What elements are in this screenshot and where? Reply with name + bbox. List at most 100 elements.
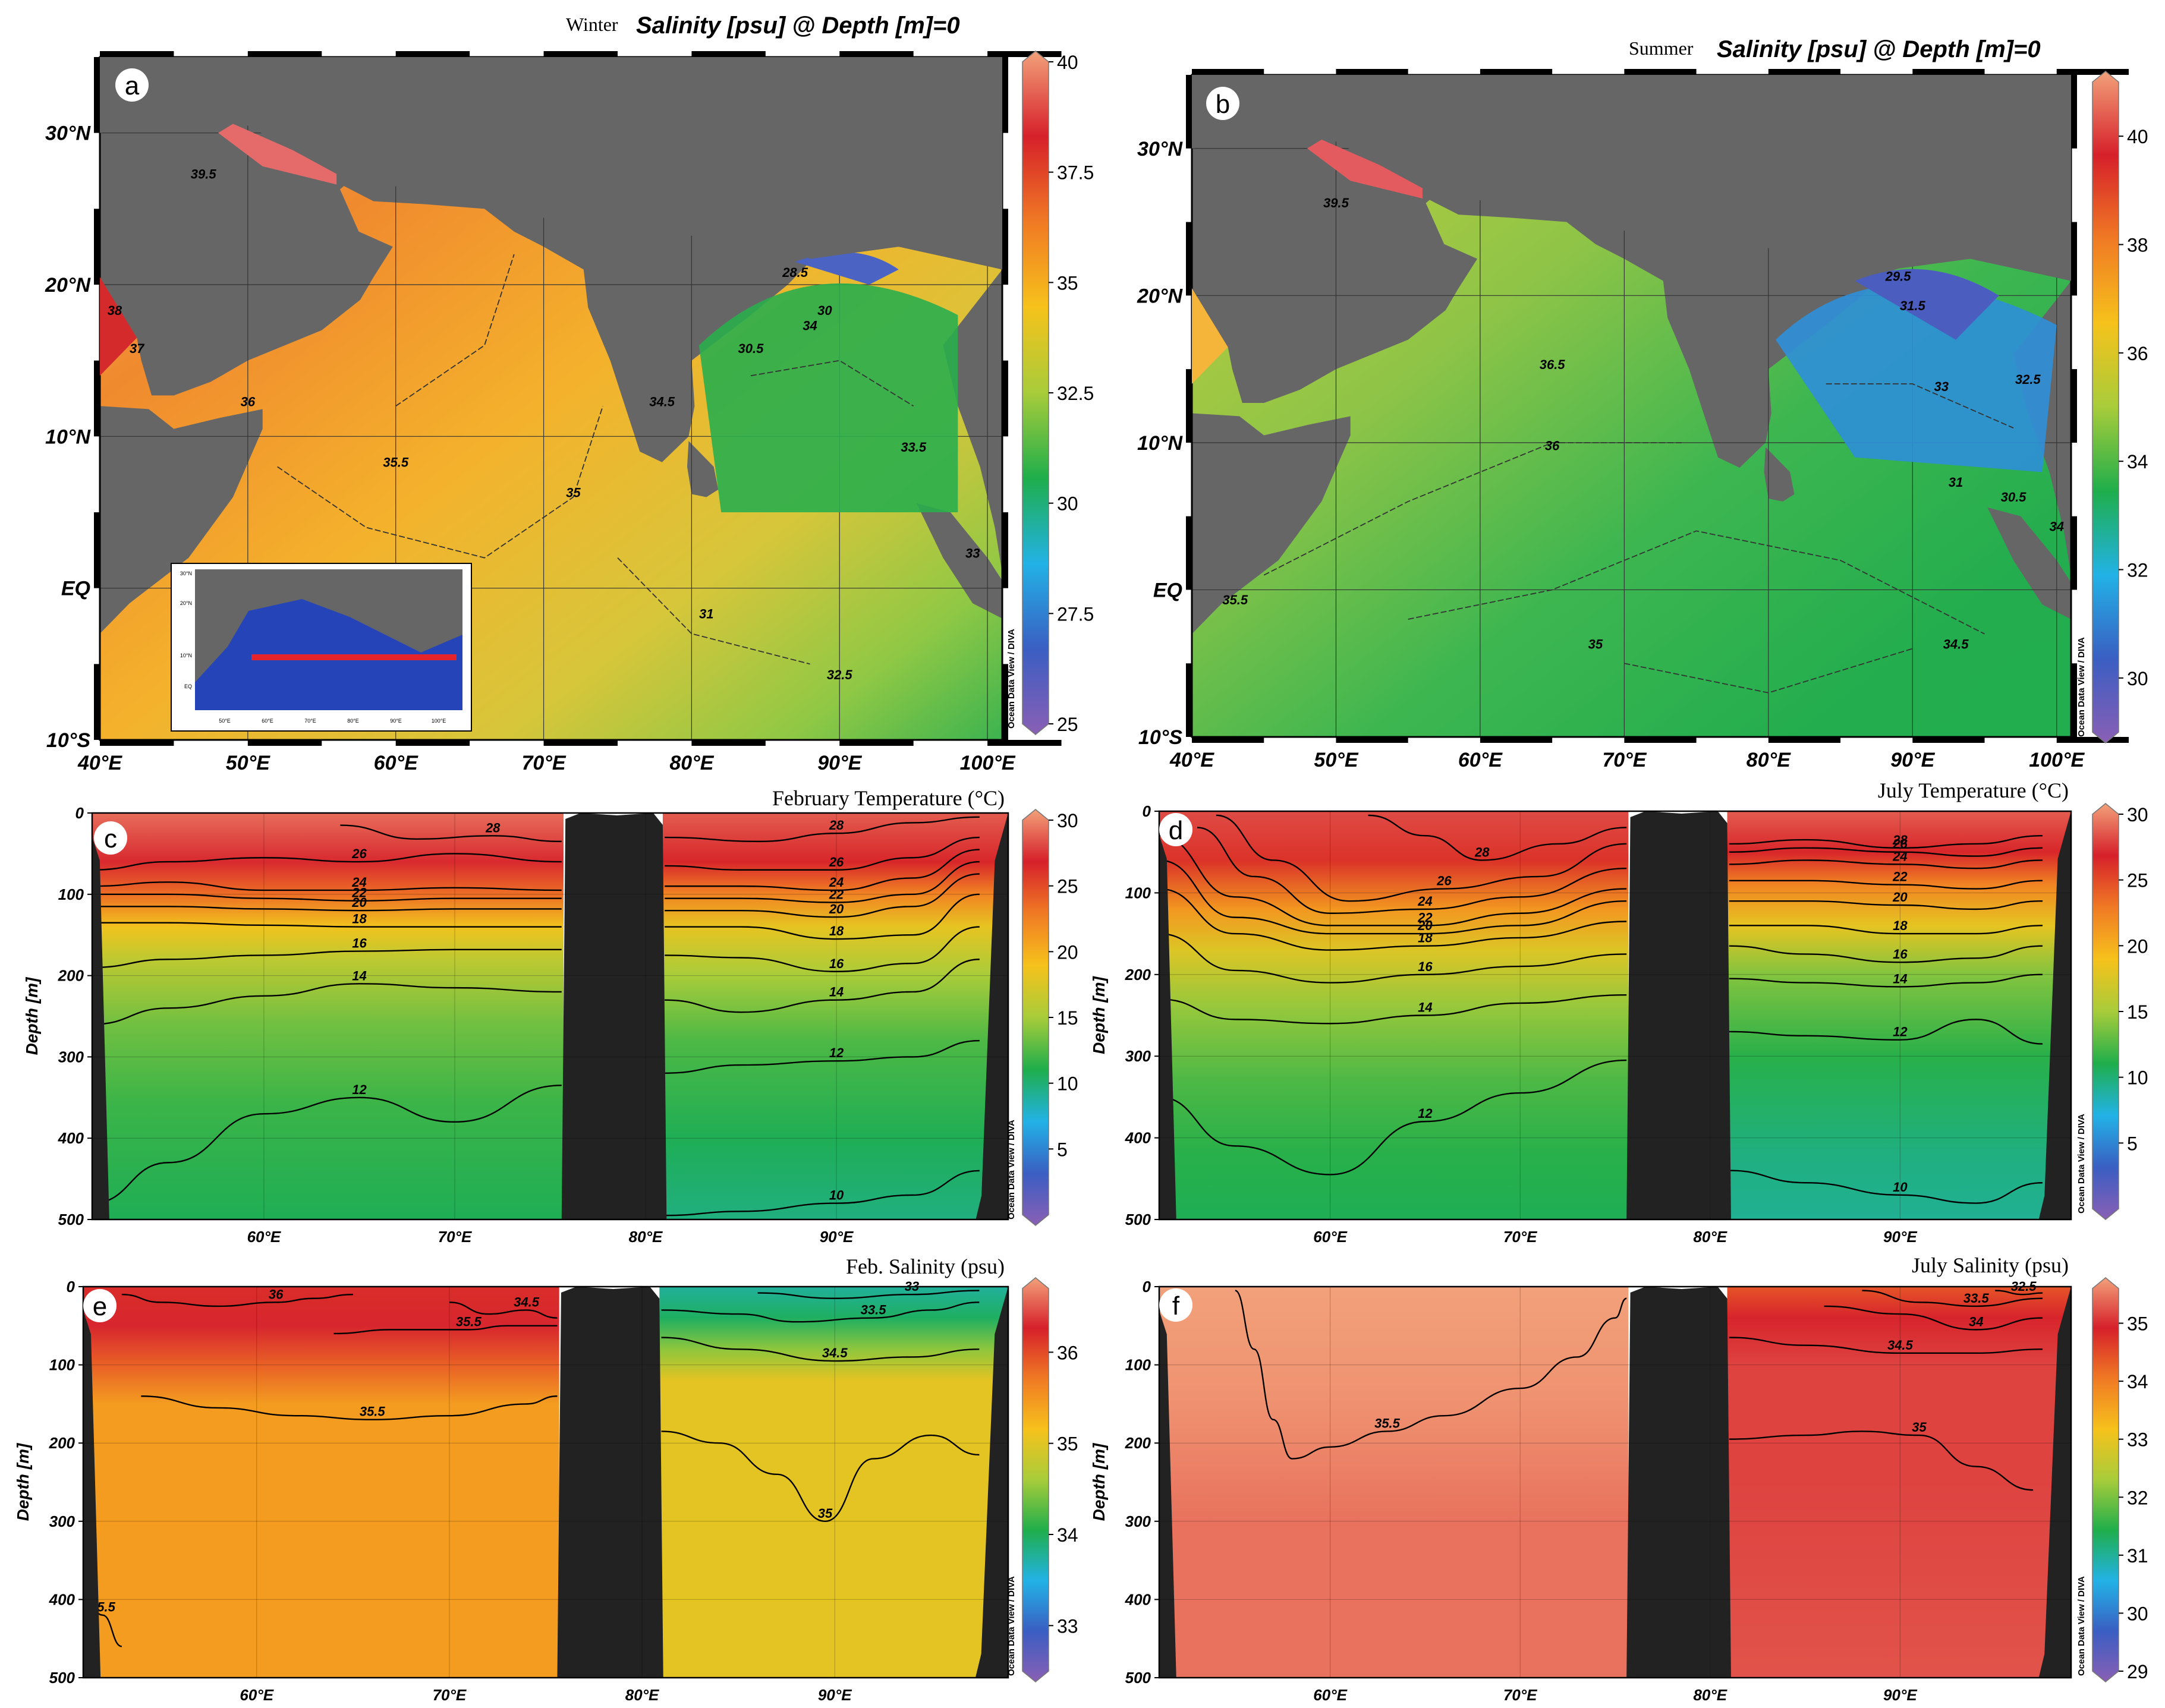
contour-label: 26 bbox=[1436, 874, 1452, 888]
x-tick-label: 80°E bbox=[1747, 749, 1791, 771]
contour-label: 24 bbox=[351, 875, 366, 890]
low-salinity-patch bbox=[1855, 269, 1999, 340]
contour-line bbox=[1729, 835, 2043, 849]
colorbar-tick-label: 31 bbox=[2127, 1545, 2148, 1567]
frame-tick-bar bbox=[1002, 57, 1008, 133]
y-tick-label: 500 bbox=[49, 1669, 75, 1687]
colorbar-tick-label: 36 bbox=[1057, 1342, 1078, 1363]
chart-title: July Salinity (psu) bbox=[1912, 1253, 2069, 1277]
frame-tick-bar bbox=[100, 51, 174, 57]
colorbar-tick-label: 32 bbox=[2127, 560, 2148, 581]
map-panel: 40°E 50°E 60°E 70°E 80°E 90°E 100°E 30°N 20°N 10°… bbox=[1137, 69, 2129, 771]
colorbar-tick-label: 32.5 bbox=[1057, 383, 1094, 404]
seafloor-east bbox=[975, 813, 1008, 1219]
contour-label: 31 bbox=[699, 607, 713, 622]
frame-tick-bar bbox=[2071, 369, 2077, 443]
contour-line bbox=[1729, 945, 2043, 963]
contour-line bbox=[1729, 900, 2043, 910]
frame-tick-bar bbox=[1002, 360, 1008, 437]
contour-line bbox=[92, 1085, 562, 1204]
contour-line bbox=[92, 983, 562, 1025]
colorbar-gradient bbox=[2092, 803, 2119, 1220]
contour-label: 12 bbox=[829, 1045, 844, 1060]
frame-tick-bar bbox=[543, 740, 618, 746]
x-tick-label: 90°E bbox=[820, 1228, 854, 1246]
frame-tick-bar bbox=[1768, 737, 1841, 743]
colorbar-gradient bbox=[2092, 71, 2119, 743]
y-tick-label: 20°N bbox=[45, 274, 91, 297]
contour-label: 37 bbox=[130, 341, 145, 356]
contour-line bbox=[395, 254, 515, 407]
frame-tick-bar bbox=[987, 51, 1062, 57]
contour-line bbox=[1729, 847, 2043, 857]
panel-label-circle bbox=[94, 821, 127, 855]
colorbar-tick-label: 35 bbox=[1057, 1433, 1078, 1455]
colorbar-tick-label: 40 bbox=[1057, 52, 1078, 73]
frame-tick-bar bbox=[2071, 75, 2077, 149]
frame-tick-bar bbox=[2056, 69, 2129, 75]
seafloor-west bbox=[1159, 1310, 1176, 1678]
y-tick-label: 200 bbox=[58, 967, 84, 985]
y-axis-label: Depth [m] bbox=[1090, 1442, 1108, 1521]
colorbar-tick-label: 30 bbox=[2127, 1603, 2148, 1624]
colorbar: 30 25 20 15 10 5 Ocean Data View / DIVA bbox=[2076, 803, 2148, 1220]
inset-tick-label: 90°E bbox=[390, 718, 402, 724]
y-tick-label: 400 bbox=[1125, 1129, 1151, 1147]
x-tick-label: 80°E bbox=[1693, 1228, 1727, 1246]
red-sea-field bbox=[100, 277, 137, 376]
contour-line bbox=[92, 948, 562, 969]
contour-label: 30.5 bbox=[2001, 490, 2027, 505]
inset-tick-label: 30°N bbox=[180, 571, 192, 576]
contour-label: 18 bbox=[1893, 918, 1908, 933]
contour-line bbox=[277, 405, 603, 559]
contour-label: 16 bbox=[1893, 947, 1908, 962]
inset-tick-label: 100°E bbox=[432, 718, 446, 724]
contour-line bbox=[1729, 1337, 2043, 1354]
land-sumatra bbox=[916, 503, 1002, 619]
contour-label: 32.5 bbox=[827, 667, 853, 682]
seafloor-west bbox=[83, 1310, 101, 1678]
x-tick-label: 100°E bbox=[960, 752, 1016, 774]
y-tick-label: 500 bbox=[1125, 1669, 1151, 1687]
frame-tick-bar bbox=[1912, 737, 1985, 743]
colorbar: 36 35 34 33 Ocean Data View / DIVA bbox=[1006, 1277, 1078, 1682]
contour-label: 20 bbox=[1417, 918, 1433, 933]
contour-label: 28 bbox=[485, 820, 501, 835]
x-tick-label: 80°E bbox=[625, 1686, 659, 1704]
colorbar-tick-label: 10 bbox=[2127, 1067, 2148, 1089]
seafloor-india bbox=[561, 813, 667, 1219]
colorbar-tick-label: 15 bbox=[2127, 1001, 2148, 1023]
inset-tick-label: 10°N bbox=[180, 653, 192, 658]
contour-label: 20 bbox=[351, 895, 367, 910]
y-tick-label: 500 bbox=[58, 1211, 84, 1228]
panel-label: c bbox=[104, 824, 117, 853]
season-label: Winter bbox=[566, 14, 618, 35]
contour-line bbox=[1729, 859, 2043, 869]
frame-tick-bar bbox=[1186, 369, 1192, 443]
section-field bbox=[1159, 811, 1629, 1219]
contour-line bbox=[665, 873, 980, 918]
bay-of-bengal-field bbox=[698, 283, 958, 512]
chart-title: Feb. Salinity (psu) bbox=[846, 1255, 1005, 1278]
frame-tick-bar bbox=[94, 360, 100, 437]
x-tick-label: 90°E bbox=[1890, 749, 1935, 771]
contour-line bbox=[92, 881, 562, 891]
seafloor-east bbox=[2038, 1287, 2071, 1678]
contour-label: 35 bbox=[1588, 636, 1603, 651]
contour-label: 14 bbox=[829, 985, 844, 1000]
y-tick-label: 100 bbox=[1125, 884, 1151, 902]
colorbar-tick-label: 30 bbox=[2127, 668, 2148, 689]
contour-label: 28 bbox=[1474, 844, 1490, 859]
contour-label: 28.5 bbox=[782, 265, 808, 280]
x-tick-label: 90°E bbox=[1883, 1686, 1917, 1704]
contour-label: 36 bbox=[241, 394, 256, 409]
frame-tick-bar bbox=[1624, 69, 1697, 75]
section-frame bbox=[91, 812, 1009, 1221]
x-tick-label: 90°E bbox=[817, 752, 862, 774]
colorbar-tick-label: 15 bbox=[1057, 1007, 1078, 1029]
contour-line bbox=[617, 557, 810, 665]
colorbar: 30 25 20 15 10 5 Ocean Data View / DIVA bbox=[1006, 809, 1078, 1226]
x-tick-label: 100°E bbox=[2029, 749, 2085, 771]
x-tick-label: 90°E bbox=[818, 1686, 852, 1704]
contour-label: 34 bbox=[2050, 519, 2064, 534]
